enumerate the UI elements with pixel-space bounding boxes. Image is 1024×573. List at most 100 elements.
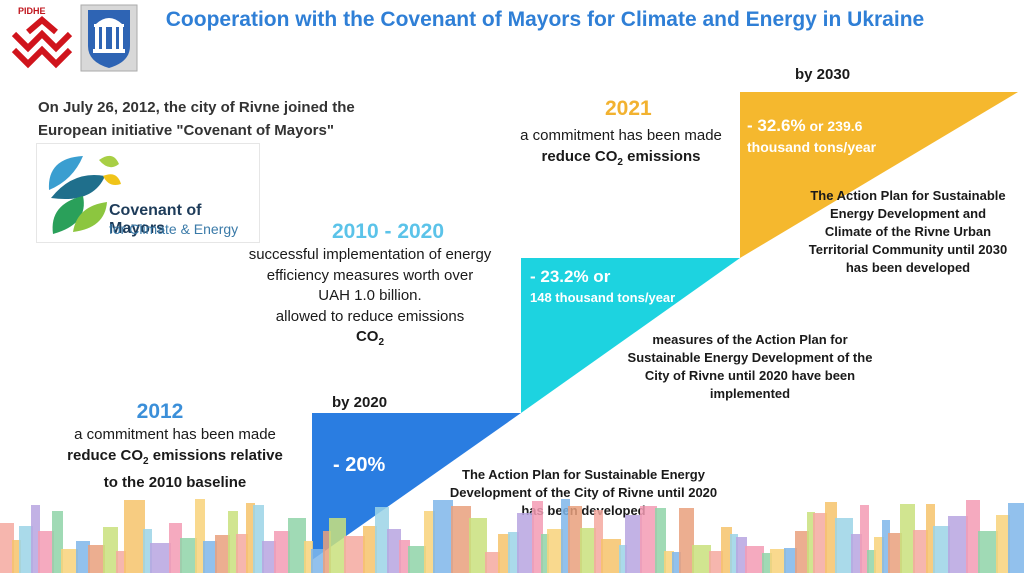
skyline-building: [679, 508, 694, 573]
implementation-2010-2020: successful implementation of energy effi…: [230, 245, 510, 354]
block-2020-2030: [521, 258, 740, 413]
skyline-building: [948, 516, 968, 573]
skyline-building: [709, 551, 723, 573]
skyline-building: [433, 500, 453, 573]
skyline-building: [978, 531, 998, 573]
co2-sub: 2: [143, 456, 149, 467]
skyline-building: [311, 549, 325, 573]
commitment-2021-line2: reduce CO2 emissions: [500, 146, 742, 173]
skyline-building: [12, 540, 21, 573]
skyline-building: [150, 543, 171, 573]
impl-line1: successful implementation of energy: [248, 246, 492, 263]
note-2020: The Action Plan for Sustainable Energy D…: [449, 467, 718, 518]
value-2020: - 20%: [333, 454, 386, 476]
commitment-2012: a commitment has been made reduce CO2 em…: [30, 424, 320, 493]
co2-text: reduce CO: [541, 148, 618, 165]
skyline-building: [882, 520, 890, 573]
label-by-2020: by 2020: [332, 394, 388, 411]
com-logo-line2: for Climate & Energy: [109, 221, 239, 237]
skyline-building: [867, 550, 876, 573]
skyline-building: [0, 523, 14, 573]
skyline-building: [860, 505, 869, 573]
impl-line4: allowed to reduce emissions: [275, 307, 465, 325]
skyline-building: [76, 541, 90, 573]
skyline-building: [736, 537, 747, 573]
skyline-building: [1008, 503, 1024, 573]
skyline-building: [692, 545, 711, 573]
skyline-building: [169, 523, 182, 573]
skyline-building: [601, 539, 621, 573]
skyline-building: [851, 534, 862, 573]
skyline-building: [215, 535, 230, 573]
skyline-building: [807, 512, 815, 573]
block-2020: [312, 413, 521, 560]
skyline-building: [966, 500, 980, 573]
skyline-building: [770, 549, 786, 573]
skyline-building: [813, 513, 827, 573]
skyline-building: [344, 536, 365, 573]
commitment-2012-line1: a commitment has been made: [74, 426, 276, 443]
skyline-building: [532, 501, 543, 573]
skyline-building: [580, 528, 596, 573]
skyline-building: [835, 518, 853, 573]
skyline-building: [625, 515, 642, 573]
skyline-building: [874, 537, 884, 573]
com-leaf-icon: [48, 155, 121, 234]
skyline-building: [784, 548, 797, 573]
year-2010-2020: 2010 - 2020: [331, 220, 445, 243]
emissions-text: emissions: [622, 148, 701, 165]
skyline-building: [730, 534, 738, 573]
co2-text: CO: [355, 328, 379, 345]
skyline-building: [655, 508, 666, 573]
impl-line3: UAH 1.0 billion.: [318, 287, 422, 304]
skyline-building: [236, 534, 248, 573]
skyline-building: [508, 532, 519, 573]
skyline-building: [408, 546, 426, 573]
commitment-2012-line2: reduce CO2 emissions relative: [30, 445, 320, 472]
page-title: Cooperation with the Covenant of Mayors …: [165, 8, 925, 31]
skyline-building: [541, 534, 549, 573]
skyline-building: [228, 511, 238, 573]
skyline-building: [399, 540, 410, 573]
value-2030: - 32.6% or 239.6 thousand tons/year: [747, 116, 977, 155]
skyline-building: [38, 531, 54, 573]
skyline-building: [424, 511, 435, 573]
skyline-building: [933, 526, 950, 573]
commitment-2012-line3: to the 2010 baseline: [103, 474, 247, 491]
co2-sub: 2: [617, 157, 623, 168]
skyline-building: [124, 500, 145, 573]
skyline-building: [664, 551, 674, 573]
com-logo-line1: Covenant of Mayors: [109, 202, 202, 237]
skyline-building: [745, 546, 764, 573]
skyline-building: [996, 515, 1010, 573]
skyline-building: [517, 513, 534, 573]
skyline-building: [31, 505, 40, 573]
skyline-building: [721, 527, 732, 573]
skyline-building: [203, 541, 217, 573]
skyline-building: [262, 541, 276, 573]
skyline-building: [469, 518, 487, 573]
skyline-building: [288, 518, 306, 573]
skyline-building: [451, 506, 471, 573]
year-2021: 2021: [605, 97, 652, 120]
year-2012: 2012: [136, 400, 184, 423]
skyline-building: [900, 504, 915, 573]
skyline-building: [253, 505, 264, 573]
commitment-2021: a commitment has been made reduce CO2 em…: [500, 125, 742, 173]
value-2010-2020-tons: 148 thousand tons/year: [530, 290, 676, 305]
skyline-building: [52, 511, 63, 573]
value-2030-line2: thousand tons/year: [747, 139, 877, 155]
skyline-building: [246, 503, 255, 573]
skyline-building: [913, 530, 928, 573]
skyline-building: [88, 545, 105, 573]
value-2030-line1: - 32.6% or 239.6: [747, 116, 977, 136]
skyline-building: [619, 545, 627, 573]
skyline-building: [485, 552, 500, 573]
covenant-of-mayors-logo: Covenant of Mayors for Climate & Energy: [36, 143, 260, 243]
skyline-building: [323, 531, 331, 573]
ridne-logo-text: PIDHE: [18, 6, 46, 16]
label-by-2030: by 2030: [795, 66, 851, 83]
skyline-building: [547, 529, 563, 573]
skyline-building: [640, 506, 657, 573]
block-2030: [740, 92, 1018, 258]
